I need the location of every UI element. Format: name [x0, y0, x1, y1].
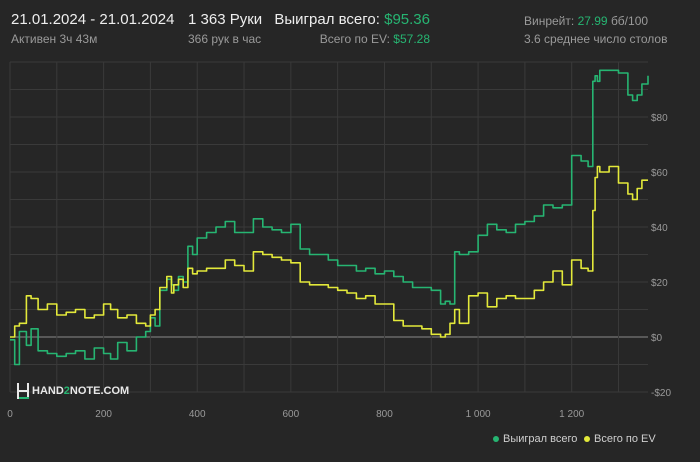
logo-text-left: HAND: [32, 385, 64, 397]
x-axis-labels: 0 200 400 600 800 1 000 1 200: [7, 409, 584, 420]
logo-text-right: NOTE.COM: [69, 385, 130, 397]
x-tick-label: 200: [95, 409, 112, 420]
x-tick-label: 800: [376, 409, 393, 420]
legend-won-label: Выиграл всего: [503, 433, 578, 445]
chart-svg[interactable]: -$20 $0 $20 $40 $60 $80 0 200 400 600 800 1 000 1 2…: [0, 52, 700, 457]
x-tick-label: 600: [283, 409, 300, 420]
hands-per-hour: 366 рук в час: [188, 32, 262, 46]
y-tick-label: -$20: [651, 388, 671, 399]
avg-tables: 3.6 среднее число столов: [524, 32, 668, 46]
x-tick-label: 0: [7, 409, 13, 420]
won-total-line[interactable]: [10, 69, 649, 366]
ev-total-line[interactable]: [10, 165, 648, 338]
winrate-value: 27.99: [577, 14, 608, 28]
legend-won-swatch: [493, 436, 499, 443]
x-tick-label: 1 000: [466, 409, 491, 420]
winrate: Винрейт: 27.99 бб/100: [524, 14, 648, 28]
y-axis-labels: -$20 $0 $20 $40 $60 $80: [651, 113, 671, 399]
y-tick-label: $60: [651, 168, 668, 179]
ev-label: Всего по EV:: [319, 32, 390, 46]
summary-header: 21.01.2024 - 21.01.2024 Активен 3ч 43м 1…: [0, 0, 700, 52]
won-value: $95.36: [384, 11, 430, 28]
winrate-unit: бб/100: [610, 14, 649, 28]
chart-grid: [9, 61, 648, 393]
winrate-label: Винрейт:: [524, 14, 575, 28]
logo-text-mid: 2: [63, 385, 70, 397]
active-time: Активен 3ч 43м: [11, 32, 98, 46]
legend-won[interactable]: Выиграл всего: [493, 433, 577, 445]
y-tick-label: $80: [651, 113, 668, 124]
ev-value: $57.28: [393, 32, 430, 46]
x-tick-label: 1 200: [559, 409, 584, 420]
x-tick-label: 400: [189, 409, 206, 420]
legend-ev-swatch: [584, 436, 590, 443]
y-tick-label: $20: [651, 278, 668, 289]
y-tick-label: $0: [651, 333, 663, 344]
hand2note-logo: HAND2NOTE.COM: [17, 383, 129, 401]
ev-total: Всего по EV: $57.28: [320, 32, 430, 46]
hand2note-logo-icon: [17, 383, 29, 399]
series-lines: [10, 69, 649, 366]
hands-count: 1 363 Руки: [188, 11, 263, 28]
y-tick-label: $40: [651, 223, 668, 234]
date-range: 21.01.2024 - 21.01.2024: [11, 11, 175, 28]
legend-ev-label: Всего по EV: [594, 433, 656, 445]
legend-ev[interactable]: Всего по EV: [584, 433, 656, 445]
won-total: Выиграл всего: $95.36: [274, 11, 430, 28]
bankroll-chart[interactable]: -$20 $0 $20 $40 $60 $80 0 200 400 600 800 1 000 1 2…: [0, 52, 700, 457]
won-label: Выиграл всего:: [274, 11, 380, 28]
